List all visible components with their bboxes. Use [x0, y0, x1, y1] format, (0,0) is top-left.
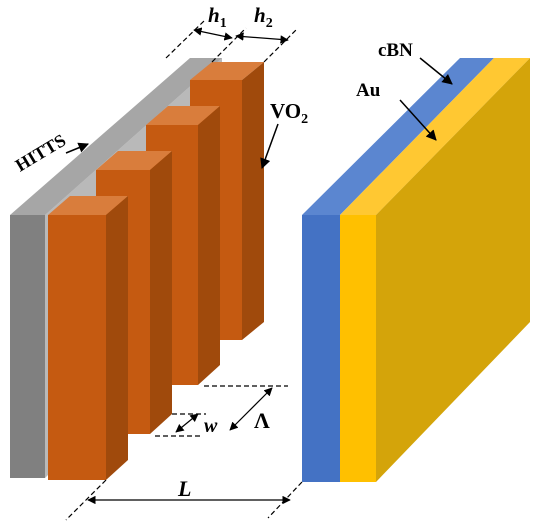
arrow-icon	[419, 57, 453, 85]
cbn-label: cBN	[378, 40, 413, 61]
substrate-top-face	[10, 58, 222, 215]
coated-slab	[302, 58, 530, 482]
au-label: Au	[356, 80, 381, 101]
grating-label: VO2	[270, 99, 308, 127]
arrow-icon	[65, 142, 89, 154]
arrow-icon	[260, 123, 279, 169]
arrow-icon	[399, 99, 437, 141]
h2-label: h2	[254, 3, 273, 31]
period-label: Λ	[254, 408, 270, 433]
gap-label: L	[177, 476, 191, 501]
substrate-label: HITTS	[12, 130, 69, 175]
vo2-bar-1	[48, 196, 128, 480]
substrate-front-face	[10, 215, 45, 478]
w-dimension-arrow	[175, 413, 199, 433]
cbn-top-face	[302, 58, 494, 215]
width-label: w	[204, 415, 218, 437]
h1-dimension-arrow	[193, 27, 233, 41]
au-front-face	[340, 215, 376, 482]
h2-dimension-arrow	[235, 32, 289, 44]
period-dimension-arrow	[229, 387, 273, 431]
leader-arrows	[65, 57, 453, 169]
au-side-face	[376, 58, 530, 482]
cbn-front-face	[302, 215, 340, 482]
h1-label: h1	[208, 3, 227, 31]
dimension-lines	[65, 19, 303, 521]
